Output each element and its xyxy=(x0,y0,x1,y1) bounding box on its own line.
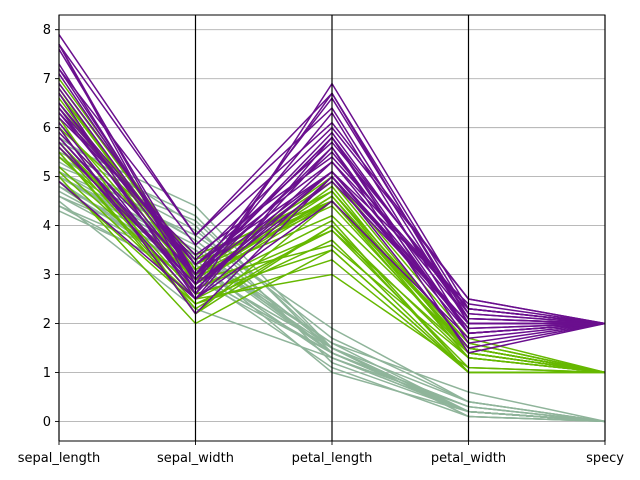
y-tick-label: 7 xyxy=(43,72,51,87)
axis-label-petal_length: petal_length xyxy=(292,451,373,466)
y-tick-label: 8 xyxy=(43,23,51,38)
axis-label-petal_width: petal_width xyxy=(431,451,506,466)
y-tick-label: 5 xyxy=(43,170,51,185)
axis-label-specy: specy xyxy=(586,451,624,466)
y-tick-label: 4 xyxy=(43,219,51,234)
axis-label-sepal_width: sepal_width xyxy=(157,451,234,466)
axis-category-labels: sepal_length sepal_width petal_length petal… xyxy=(18,441,624,466)
y-tick-label: 2 xyxy=(43,317,51,332)
y-tick-label: 0 xyxy=(43,415,51,430)
y-tick-label: 3 xyxy=(43,268,51,283)
y-tick-label: 6 xyxy=(43,121,51,136)
axis-label-sepal_length: sepal_length xyxy=(18,451,101,466)
y-tick-labels: 0 1 2 3 4 5 6 7 8 xyxy=(43,23,59,430)
y-tick-label: 1 xyxy=(43,366,51,381)
